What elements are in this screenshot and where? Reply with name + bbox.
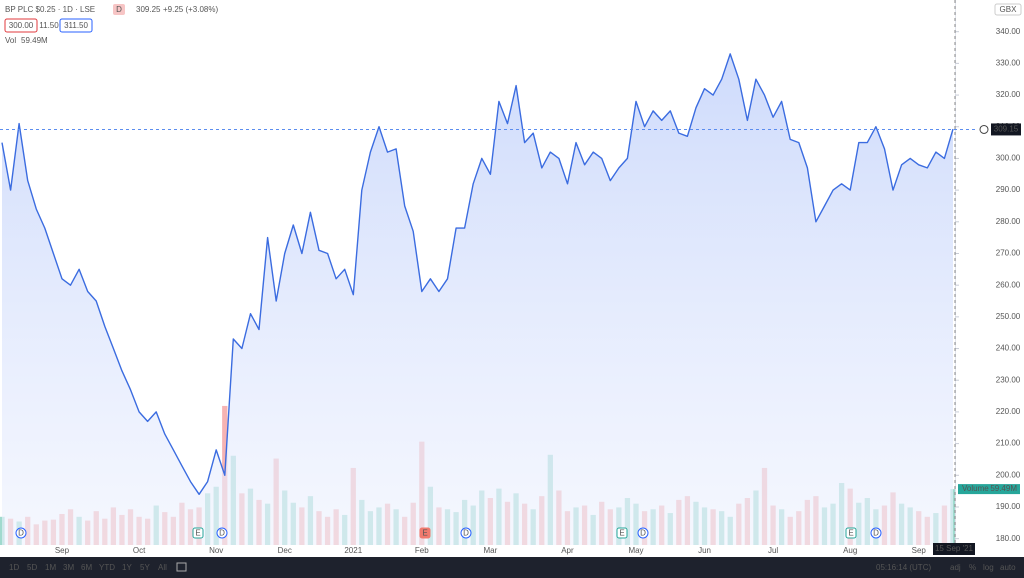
event-marker — [460, 527, 472, 539]
date-tag — [933, 543, 975, 555]
x-tick-label: Mar — [483, 546, 497, 555]
scale-option[interactable]: auto — [1000, 563, 1016, 572]
event-label: E — [422, 529, 427, 538]
event-label: E — [619, 529, 624, 538]
price-tag-label: 309.15 — [994, 125, 1019, 134]
clock: 05:16:14 (UTC) — [876, 563, 931, 572]
badge-label: D — [116, 5, 122, 14]
event-marker — [637, 527, 649, 539]
event-marker — [419, 527, 431, 539]
price-area — [2, 53, 953, 546]
volume-tag-value: 59.49M — [990, 484, 1017, 493]
spread: 11.50 — [39, 21, 59, 30]
toolbar — [0, 557, 1024, 578]
y-tick-label: 230.00 — [996, 375, 1021, 384]
currency: GBX — [1000, 5, 1018, 14]
x-tick-label: Sep — [55, 546, 70, 555]
x-tick-label: Sep — [912, 546, 927, 555]
event-marker — [15, 527, 27, 539]
price-line — [1, 53, 954, 495]
currency-box — [994, 3, 1022, 16]
y-tick-label: 270.00 — [996, 249, 1021, 258]
range-button[interactable]: All — [158, 563, 167, 572]
range-button[interactable]: 6M — [81, 563, 92, 572]
crosshair-plus — [979, 124, 989, 134]
event-label: D — [219, 529, 225, 538]
event-label: D — [18, 529, 24, 538]
badge — [113, 4, 125, 15]
x-tick-label: Jun — [698, 546, 711, 555]
range-button[interactable]: 3M — [63, 563, 74, 572]
vol-value: 59.49M — [21, 36, 48, 45]
event-label: D — [640, 529, 646, 538]
volume-tag-name: Volume — [962, 484, 989, 493]
y-tick-label: 320.00 — [996, 90, 1021, 99]
event-marker — [845, 527, 857, 539]
x-tick-label: Nov — [209, 546, 223, 555]
y-tick-label: 280.00 — [996, 217, 1021, 226]
y-tick-label: 290.00 — [996, 185, 1021, 194]
x-tick-label: May — [628, 546, 643, 555]
range-button[interactable]: 1D — [9, 563, 19, 572]
y-tick-label: 300.00 — [996, 154, 1021, 163]
scale-option[interactable]: % — [969, 563, 976, 572]
y-tick-label: 260.00 — [996, 280, 1021, 289]
x-tick-label: Oct — [133, 546, 146, 555]
range-button[interactable]: 5Y — [140, 563, 150, 572]
event-marker — [216, 527, 228, 539]
bid: 300.00 — [9, 21, 34, 30]
range-button[interactable]: YTD — [99, 563, 115, 572]
y-tick-label: 340.00 — [996, 27, 1021, 36]
x-tick-label: Apr — [561, 546, 574, 555]
range-button[interactable]: 1M — [45, 563, 56, 572]
event-label: E — [195, 529, 200, 538]
ask-box — [59, 18, 93, 33]
event-marker — [616, 527, 628, 539]
y-tick-label: 330.00 — [996, 58, 1021, 67]
price-axis: 340.00330.00320.00310.00300.00290.00280.… — [955, 27, 1021, 543]
y-tick-label: 210.00 — [996, 439, 1021, 448]
date-tag-label: 15 Sep '21 — [935, 544, 974, 553]
time-axis — [0, 545, 1024, 557]
x-tick-label: Feb — [415, 546, 429, 555]
range-button[interactable]: 5D — [27, 563, 37, 572]
event-marker — [192, 527, 204, 539]
y-tick-label: 240.00 — [996, 344, 1021, 353]
compare-icon[interactable] — [176, 562, 187, 572]
ask: 311.50 — [64, 21, 88, 30]
x-tick-label: Aug — [843, 546, 857, 555]
price-change: +9.25 (+3.08%) — [163, 5, 218, 14]
x-tick-label: Dec — [278, 546, 292, 555]
y-tick-label: 250.00 — [996, 312, 1021, 321]
last-price: 309.25 — [136, 5, 161, 14]
y-tick-label: 200.00 — [996, 470, 1021, 479]
scale-option[interactable]: log — [983, 563, 994, 572]
y-tick-label: 190.00 — [996, 502, 1021, 511]
y-tick-label: 180.00 — [996, 534, 1021, 543]
range-button[interactable]: 1Y — [122, 563, 132, 572]
event-label: D — [463, 529, 469, 538]
bid-box — [4, 18, 38, 33]
vol-label: Vol — [5, 36, 16, 45]
event-label: E — [848, 529, 853, 538]
price-tag — [991, 123, 1021, 136]
plot-area — [0, 53, 956, 546]
event-label: D — [873, 529, 879, 538]
scale-option[interactable]: adj — [950, 563, 961, 572]
y-tick-label: 220.00 — [996, 407, 1021, 416]
x-tick-label: 2021 — [344, 546, 362, 555]
x-tick-label: Jul — [768, 546, 778, 555]
volume-tag — [958, 484, 1020, 495]
event-marker — [870, 527, 882, 539]
symbol: BP PLC $0.25 · 1D · LSE — [5, 5, 95, 14]
